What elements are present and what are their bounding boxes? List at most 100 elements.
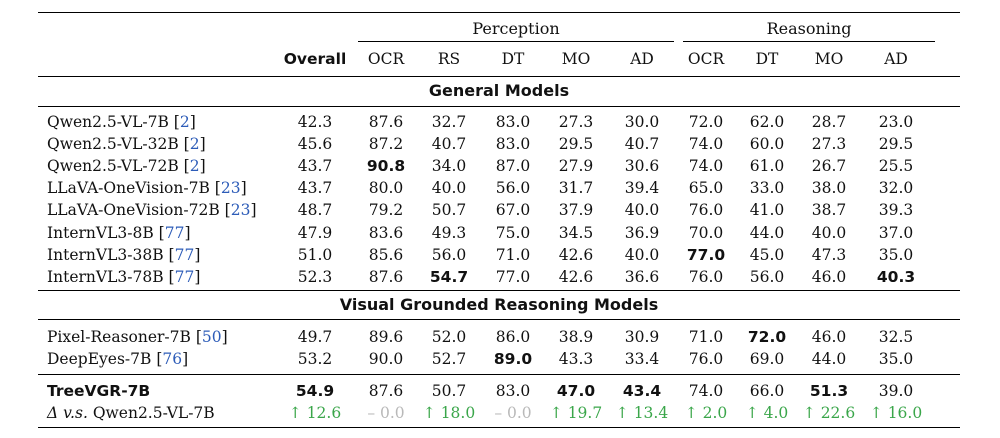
score-cell: 46.0: [811, 328, 847, 346]
col-header: MO: [561, 50, 591, 68]
ours-rule: [38, 374, 960, 375]
score-cell: 44.0: [749, 223, 785, 242]
score-cell: 74.0: [688, 382, 724, 400]
delta-cell: – 0.0: [494, 404, 532, 422]
model-name-text: Qwen2.5-VL-72B: [47, 157, 179, 176]
citation-link[interactable]: 77: [174, 245, 195, 264]
score-cell: 50.7: [431, 201, 467, 220]
score-cell: 83.0: [495, 113, 531, 131]
delta-cell: ↑ 16.0: [869, 404, 923, 422]
score-cell: 29.5: [878, 135, 914, 154]
score-cell: 49.7: [297, 328, 333, 346]
delta-cell: ↑ 18.0: [422, 404, 476, 422]
delta-cell: ↑ 22.6: [802, 404, 856, 422]
score-cell: 39.3: [878, 201, 914, 220]
score-cell: 27.3: [811, 135, 847, 154]
score-cell: 56.0: [495, 179, 531, 198]
score-cell: 38.0: [811, 179, 847, 198]
header-rule: [38, 76, 960, 77]
score-cell: 30.6: [624, 157, 660, 176]
model-name: Qwen2.5-VL-32B [2]: [47, 135, 206, 154]
score-cell: 83.0: [495, 135, 531, 154]
citation-link[interactable]: 2: [189, 157, 200, 176]
citation-link[interactable]: 77: [164, 223, 185, 242]
model-name: LLaVA-OneVision-7B [23]: [47, 179, 247, 198]
citation-link[interactable]: 77: [174, 267, 195, 286]
citation-link[interactable]: 23: [230, 201, 251, 220]
model-name: InternVL3-8B [77]: [47, 223, 191, 242]
score-cell: 27.9: [558, 157, 594, 176]
score-cell: 39.4: [624, 179, 660, 198]
score-cell: 76.0: [688, 267, 724, 286]
col-header: MO: [814, 50, 844, 68]
score-cell: 67.0: [495, 201, 531, 220]
score-cell: 87.6: [368, 113, 404, 131]
model-name: LLaVA-OneVision-72B [23]: [47, 201, 257, 220]
score-cell: 51.3: [809, 382, 849, 400]
score-cell: 54.9: [295, 382, 335, 400]
score-cell: 26.7: [811, 157, 847, 176]
score-cell: 47.0: [556, 382, 596, 400]
score-cell: 47.3: [811, 245, 847, 264]
citation-link[interactable]: 23: [220, 179, 241, 198]
score-cell: 31.7: [558, 179, 594, 198]
score-cell: 83.6: [368, 223, 404, 242]
score-cell: 42.6: [558, 245, 594, 264]
score-cell: 40.7: [431, 135, 467, 154]
col-header: RS: [437, 50, 461, 68]
score-cell: 56.0: [749, 267, 785, 286]
score-cell: 76.0: [688, 201, 724, 220]
score-cell: 74.0: [688, 157, 724, 176]
perception-underline: [358, 41, 674, 42]
score-cell: 40.7: [624, 135, 660, 154]
score-cell: 44.0: [811, 350, 847, 369]
score-cell: 32.5: [878, 328, 914, 346]
section-title: Visual Grounded Reasoning Models: [339, 295, 659, 314]
score-cell: 43.7: [297, 157, 333, 176]
score-cell: 43.3: [558, 350, 594, 369]
model-name: InternVL3-38B [77]: [47, 245, 201, 264]
citation-link[interactable]: 2: [179, 113, 190, 131]
section2-rule: [38, 319, 960, 320]
model-name-ours: TreeVGR-7B: [47, 382, 151, 400]
model-name-text: LLaVA-OneVision-7B: [47, 179, 210, 198]
delta-vs: v.s.: [63, 404, 88, 422]
score-cell: 49.3: [431, 223, 467, 242]
model-name: Qwen2.5-VL-7B [2]: [47, 113, 196, 131]
score-cell: 75.0: [495, 223, 531, 242]
delta-symbol: Δ: [47, 404, 59, 422]
col-header: AD: [884, 50, 908, 68]
score-cell: 33.4: [624, 350, 660, 369]
score-cell: 38.9: [558, 328, 594, 346]
score-cell: 90.8: [366, 157, 406, 176]
score-cell: 37.9: [558, 201, 594, 220]
citation-link[interactable]: 2: [189, 135, 200, 154]
score-cell: 29.5: [558, 135, 594, 154]
score-cell: 89.6: [368, 328, 404, 346]
model-name-text: InternVL3-78B: [47, 267, 164, 286]
score-cell: 25.5: [878, 157, 914, 176]
col-header: DT: [755, 50, 779, 68]
score-cell: 33.0: [749, 179, 785, 198]
score-cell: 61.0: [749, 157, 785, 176]
reasoning-group-header: Reasoning: [766, 19, 852, 38]
model-name: DeepEyes-7B [76]: [47, 350, 189, 369]
citation-link[interactable]: 50: [201, 328, 222, 346]
score-cell: 42.3: [297, 113, 333, 131]
delta-cell: ↑ 13.4: [615, 404, 669, 422]
score-cell: 76.0: [688, 350, 724, 369]
score-cell: 40.0: [624, 245, 660, 264]
delta-cell: ↑ 12.6: [288, 404, 342, 422]
score-cell: 45.6: [297, 135, 333, 154]
score-cell: 51.0: [297, 245, 333, 264]
score-cell: 85.6: [368, 245, 404, 264]
delta-cell: ↑ 4.0: [745, 404, 789, 422]
delta-reference: Qwen2.5-VL-7B: [92, 404, 215, 422]
score-cell: 48.7: [297, 201, 333, 220]
score-cell: 42.6: [558, 267, 594, 286]
citation-link[interactable]: 76: [162, 350, 183, 369]
col-header-overall: Overall: [283, 50, 347, 68]
score-cell: 69.0: [749, 350, 785, 369]
model-name-text: Qwen2.5-VL-32B: [47, 135, 179, 154]
score-cell: 79.2: [368, 201, 404, 220]
